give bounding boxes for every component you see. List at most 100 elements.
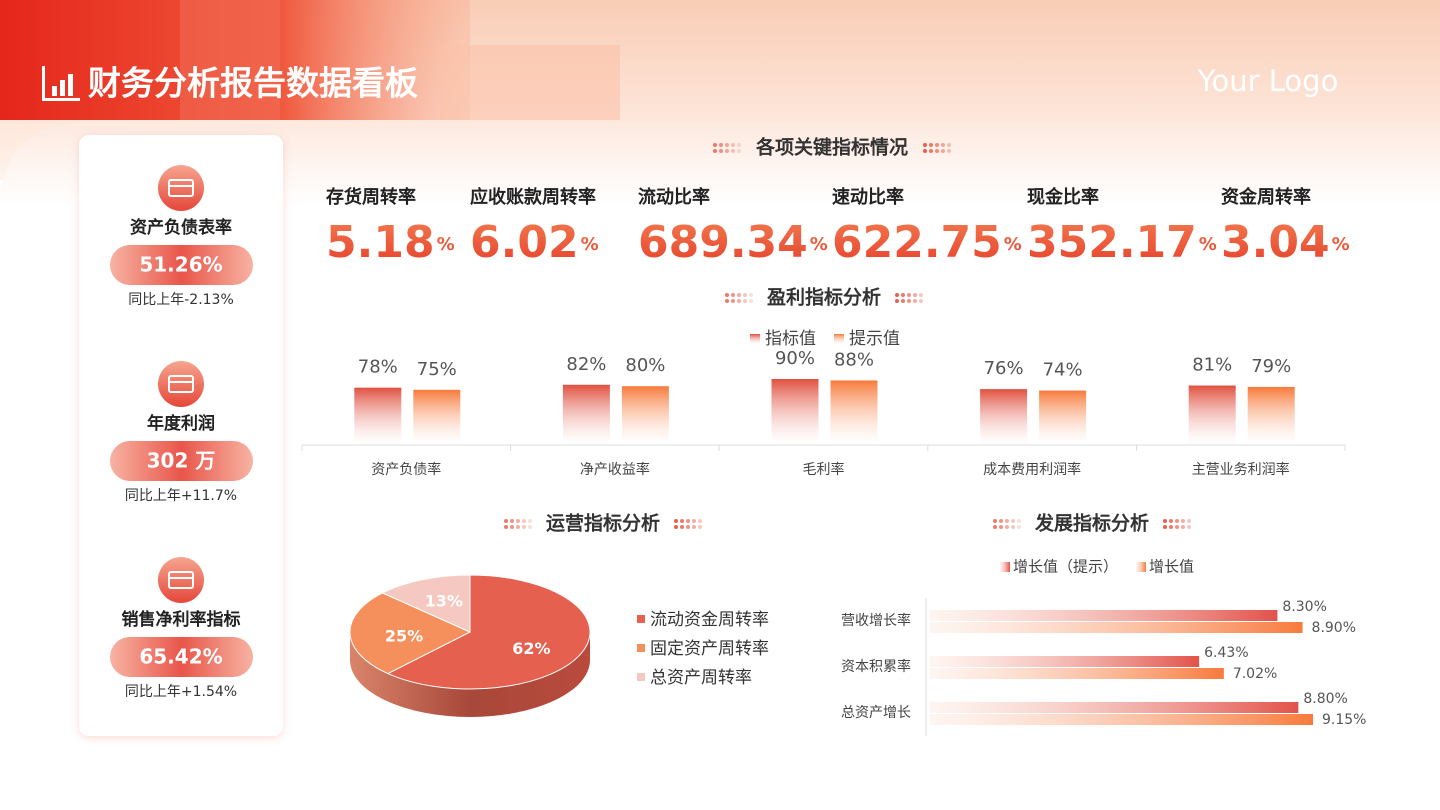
legend-label: 增长值（提示） <box>1013 558 1118 576</box>
x-tick-label: 毛利率 <box>803 461 845 478</box>
kpi-unit: % <box>1199 234 1217 255</box>
title-dot <box>680 519 684 523</box>
bar <box>621 386 669 444</box>
x-tick-label: 资产负债率 <box>371 461 441 478</box>
title-dot <box>1175 525 1179 529</box>
title-dot <box>1187 519 1191 523</box>
legend-swatch <box>834 334 844 344</box>
title-dot <box>686 519 690 523</box>
section-title: 运营指标分析 <box>546 512 660 535</box>
title-dot <box>947 143 951 147</box>
kpi-value: 6.02% <box>470 217 599 268</box>
title-dot <box>510 525 514 529</box>
title-dot <box>919 299 923 303</box>
title-dot <box>1005 525 1009 529</box>
bar <box>930 622 1303 633</box>
kpi-value: 689.34% <box>638 217 828 268</box>
title-dot <box>941 149 945 153</box>
title-dot <box>731 143 735 147</box>
title-dot <box>719 149 723 153</box>
value-label: 76% <box>984 358 1024 379</box>
title-dot <box>692 519 696 523</box>
title-dot <box>907 299 911 303</box>
title-dot <box>1169 525 1173 529</box>
kpi-number: 352.17 <box>1027 217 1197 268</box>
title-dot <box>686 525 690 529</box>
value-label: 7.02% <box>1233 666 1277 682</box>
value-label: 8.30% <box>1282 599 1326 615</box>
kpi-label: 速动比率 <box>832 186 904 208</box>
pie-side <box>350 632 590 717</box>
legend-label: 增长值 <box>1149 558 1194 576</box>
title-dot <box>919 293 923 297</box>
bar <box>1247 386 1295 444</box>
bar <box>1188 385 1236 444</box>
title-dot <box>935 149 939 153</box>
title-dot <box>725 299 729 303</box>
pie-slice <box>349 592 472 675</box>
title-dot <box>1181 525 1185 529</box>
bar <box>413 389 461 444</box>
value-label: 75% <box>417 359 457 380</box>
card-note: 同比上年+1.54% <box>125 684 237 700</box>
value-label: 9.15% <box>1322 712 1366 728</box>
title-dot <box>692 525 696 529</box>
title-dot <box>1163 525 1167 529</box>
legend-label: 流动资金周转率 <box>650 610 769 630</box>
title-dot <box>737 149 741 153</box>
title-dot <box>731 299 735 303</box>
title-dot <box>1017 519 1021 523</box>
title-dot <box>1163 519 1167 523</box>
title-dot <box>1187 525 1191 529</box>
kpi-label: 现金比率 <box>1027 186 1099 208</box>
kpi-number: 3.04 <box>1221 217 1330 268</box>
title-dot <box>725 143 729 147</box>
title-dot <box>698 525 702 529</box>
title-dot <box>1005 519 1009 523</box>
value-label: 74% <box>1043 360 1083 381</box>
card-note: 同比上年+11.7% <box>125 488 237 504</box>
title-dot <box>749 299 753 303</box>
x-tick-label: 主营业务利润率 <box>1192 461 1290 478</box>
title-dot <box>522 519 526 523</box>
title-dot <box>999 519 1003 523</box>
title-dot <box>725 149 729 153</box>
card-pill <box>110 637 253 677</box>
title-dot <box>725 293 729 297</box>
title-dot <box>901 293 905 297</box>
pie-label: 13% <box>425 591 463 610</box>
title-dot <box>941 143 945 147</box>
kpi-label: 存货周转率 <box>326 186 416 208</box>
title-dot <box>516 525 520 529</box>
card-label: 资产负债表率 <box>130 217 232 238</box>
bar <box>930 668 1224 679</box>
y-tick-label: 资本积累率 <box>841 658 911 675</box>
card-value: 302 万 <box>147 449 216 473</box>
pie-label: 25% <box>385 627 423 646</box>
kpi-label: 应收账款周转率 <box>470 186 596 208</box>
value-label: 80% <box>625 355 665 376</box>
legend-swatch <box>637 644 645 652</box>
kpi-number: 6.02 <box>470 217 579 268</box>
title-dot <box>1175 519 1179 523</box>
title-dot <box>907 293 911 297</box>
title-dot <box>737 293 741 297</box>
page-title: 财务分析报告数据看板 <box>88 64 418 103</box>
title-dot <box>1017 525 1021 529</box>
title-dot <box>737 143 741 147</box>
header-block <box>440 45 620 120</box>
title-dot <box>504 519 508 523</box>
bar <box>930 714 1313 725</box>
title-icon <box>42 66 80 101</box>
card-pill <box>110 245 253 285</box>
bar <box>980 389 1028 444</box>
pie-slice <box>381 574 471 633</box>
card-label: 年度利润 <box>147 413 215 434</box>
card-icon <box>158 165 204 211</box>
x-tick-label: 成本费用利润率 <box>983 461 1081 478</box>
bar <box>562 384 610 444</box>
title-dot <box>680 525 684 529</box>
title-dot <box>737 299 741 303</box>
section-title: 发展指标分析 <box>1034 512 1149 535</box>
